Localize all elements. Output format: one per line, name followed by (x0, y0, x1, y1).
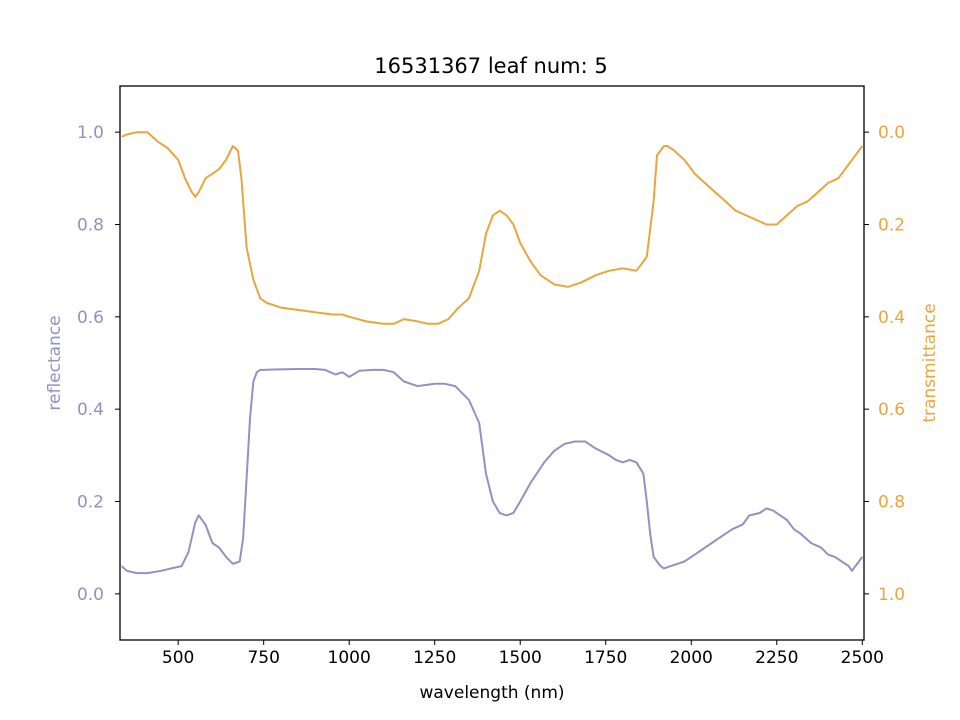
right-y-axis: 0.0 0.2 0.4 0.6 0.8 1.0 (864, 123, 905, 605)
plot-area (121, 131, 864, 575)
x-tick-label: 1250 (413, 648, 456, 668)
left-y-tick-label: 1.0 (77, 123, 104, 143)
reflectance-line (121, 368, 864, 575)
left-y-tick-label: 0.2 (77, 493, 104, 513)
left-y-tick-label: 0.0 (77, 585, 104, 605)
x-axis-label: wavelength (nm) (419, 683, 564, 703)
x-tick-label: 2000 (670, 648, 713, 668)
left-y-axis: 0.0 0.2 0.4 0.6 0.8 1.0 (77, 123, 120, 605)
right-y-tick-label: 0.2 (878, 216, 905, 236)
x-tick-label: 1500 (499, 648, 542, 668)
x-axis: 500 750 1000 1250 1500 1750 2000 2250 2500 (162, 640, 884, 668)
transmittance-line (121, 131, 864, 325)
x-tick-label: 2250 (755, 648, 798, 668)
x-tick-label: 2500 (841, 648, 884, 668)
x-tick-label: 1750 (584, 648, 627, 668)
left-y-tick-label: 0.4 (77, 400, 104, 420)
right-y-tick-label: 0.6 (878, 400, 905, 420)
left-y-axis-label: reflectance (45, 315, 65, 410)
left-y-tick-label: 0.6 (77, 308, 104, 328)
plot-frame (119, 85, 865, 641)
left-y-tick-label: 0.8 (77, 216, 104, 236)
x-tick-label: 750 (247, 648, 279, 668)
right-y-tick-label: 1.0 (878, 585, 905, 605)
right-y-axis-label: transmittance (920, 303, 940, 422)
right-y-tick-label: 0.4 (878, 308, 905, 328)
x-tick-label: 500 (162, 648, 194, 668)
chart-title: 16531367 leaf num: 5 (374, 54, 607, 78)
right-y-tick-label: 0.8 (878, 493, 905, 513)
right-y-tick-label: 0.0 (878, 123, 905, 143)
x-tick-label: 1000 (328, 648, 371, 668)
